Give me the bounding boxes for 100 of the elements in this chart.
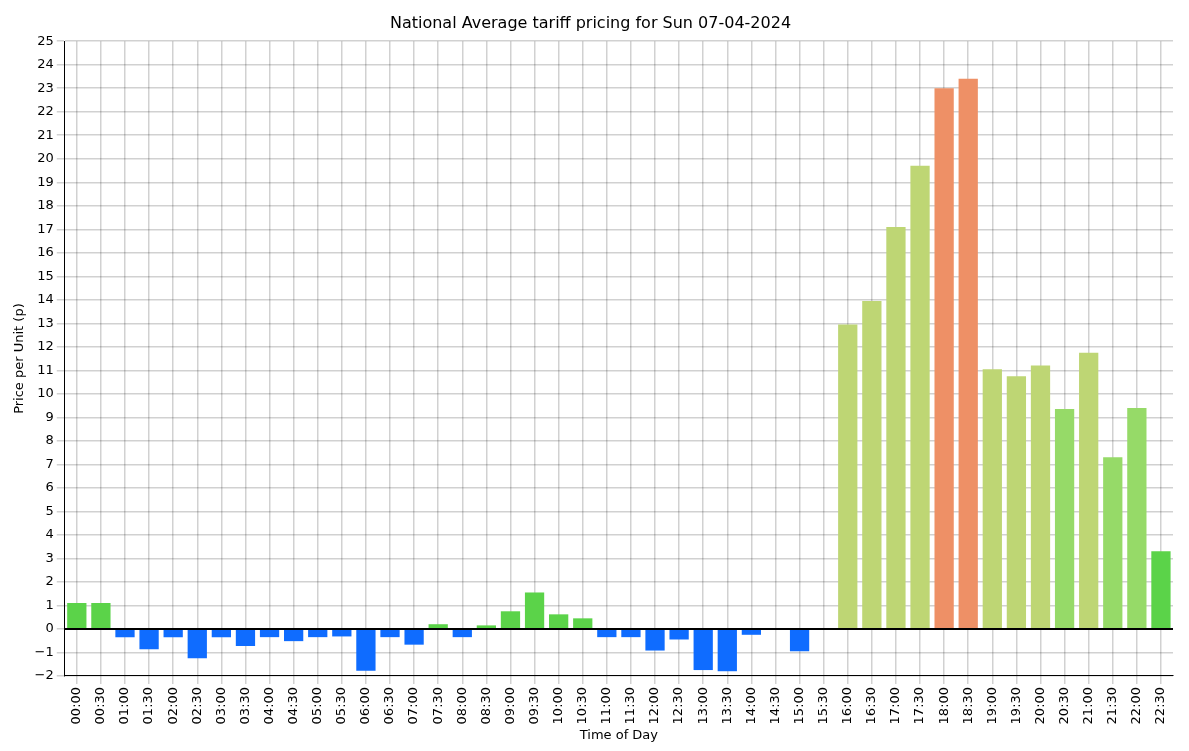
x-tick-label: 21:30 (1104, 686, 1120, 725)
x-tick-label: 08:00 (453, 686, 469, 725)
x-tick-label: 22:00 (1128, 686, 1144, 725)
bar (645, 629, 665, 651)
x-tick-label: 02:00 (164, 686, 180, 725)
x-tick-label: 01:30 (140, 686, 156, 725)
x-tick-label: 11:00 (598, 686, 614, 725)
y-tick-label: −2 (34, 667, 54, 683)
x-tick-label: 19:30 (1007, 686, 1023, 725)
bar (621, 629, 641, 638)
x-tick-label: 02:30 (188, 686, 204, 725)
y-tick-label: 3 (45, 549, 54, 565)
bar (958, 78, 978, 629)
bar (259, 629, 280, 638)
y-tick-label: 15 (37, 267, 54, 283)
y-tick-label: 13 (37, 314, 54, 330)
x-tick-label: 05:30 (333, 686, 349, 725)
x-tick-label: 22:30 (1152, 686, 1168, 725)
x-axis-title: Time of Day (578, 726, 659, 742)
y-tick-label: 22 (37, 103, 54, 119)
bar (838, 324, 858, 629)
bar (1127, 407, 1147, 629)
y-tick-label: 8 (45, 432, 54, 448)
y-tick-label: 9 (45, 408, 54, 424)
y-tick-label: 2 (45, 573, 54, 589)
x-tick-label: 14:00 (742, 686, 758, 725)
x-tick-label: 08:30 (477, 686, 493, 725)
x-tick-label: 18:00 (935, 686, 951, 725)
bar (139, 629, 159, 650)
x-tick-label: 17:30 (911, 686, 927, 725)
x-tick-label: 06:00 (357, 686, 373, 725)
bar (693, 629, 713, 671)
bar (741, 629, 762, 635)
chart-title: National Average tariff pricing for Sun 07-04-2024 (389, 12, 792, 32)
x-tick-label: 09:00 (501, 686, 517, 725)
bar (187, 629, 207, 659)
bar (789, 629, 810, 652)
y-tick-label: 0 (45, 620, 54, 636)
bar (1006, 376, 1027, 629)
x-tick-label: 04:00 (260, 686, 276, 725)
y-tick-label: 7 (45, 455, 54, 471)
bar (500, 611, 521, 629)
bar (910, 165, 930, 629)
x-tick-label: 07:00 (405, 686, 421, 725)
bar (163, 629, 183, 638)
x-tick-label: 00:30 (92, 686, 108, 725)
bar (886, 226, 906, 629)
y-tick-label: 16 (37, 244, 54, 260)
x-tick-label: 14:30 (766, 686, 782, 725)
x-tick-label: 04:30 (285, 686, 301, 725)
bar (1151, 551, 1171, 629)
x-tick-label: 15:00 (790, 686, 806, 725)
bar (1103, 457, 1123, 629)
y-tick-label: 1 (45, 596, 54, 612)
y-tick-label: 25 (37, 32, 54, 48)
bar (428, 624, 448, 629)
bar (1079, 352, 1099, 629)
x-tick-label: 19:00 (983, 686, 999, 725)
y-tick-label: 6 (45, 479, 54, 495)
x-tick-label: 13:00 (694, 686, 710, 725)
y-tick-label: −1 (34, 643, 54, 659)
bar (573, 618, 593, 629)
x-tick-label: 12:00 (646, 686, 662, 725)
x-tick-label: 03:30 (236, 686, 252, 725)
bar (356, 629, 376, 671)
bar (67, 603, 87, 629)
bar (211, 629, 231, 638)
x-tick-label: 15:30 (815, 686, 831, 725)
bar (235, 629, 256, 647)
x-tick-label: 03:00 (212, 686, 228, 725)
x-tick-label: 06:30 (381, 686, 397, 725)
bar (380, 629, 400, 638)
x-tick-label: 21:00 (1080, 686, 1096, 725)
y-tick-label: 4 (45, 526, 54, 542)
bar (524, 592, 545, 629)
bar (91, 603, 111, 629)
bar (597, 629, 617, 638)
x-tick-label: 12:30 (670, 686, 686, 725)
x-tick-label: 10:00 (550, 686, 566, 725)
bar (308, 629, 328, 638)
y-tick-label: 14 (37, 291, 54, 307)
y-tick-label: 5 (45, 502, 54, 518)
y-tick-label: 19 (37, 173, 54, 189)
x-tick-label: 16:00 (839, 686, 855, 725)
bar (404, 629, 424, 645)
x-tick-label: 17:00 (887, 686, 903, 725)
bar (669, 629, 689, 640)
bar (284, 629, 304, 642)
x-tick-label: 20:00 (1031, 686, 1047, 725)
x-tick-label: 18:30 (959, 686, 975, 725)
bar (452, 629, 472, 638)
x-tick-label: 20:30 (1055, 686, 1071, 725)
bar (115, 629, 135, 638)
x-tick-label: 07:30 (429, 686, 445, 725)
y-axis-title: Price per Unit (p) (11, 303, 27, 414)
x-tick-label: 10:30 (574, 686, 590, 725)
bar (934, 88, 954, 629)
y-tick-label: 18 (37, 197, 54, 213)
bar (717, 629, 737, 672)
y-tick-label: 10 (37, 385, 54, 401)
